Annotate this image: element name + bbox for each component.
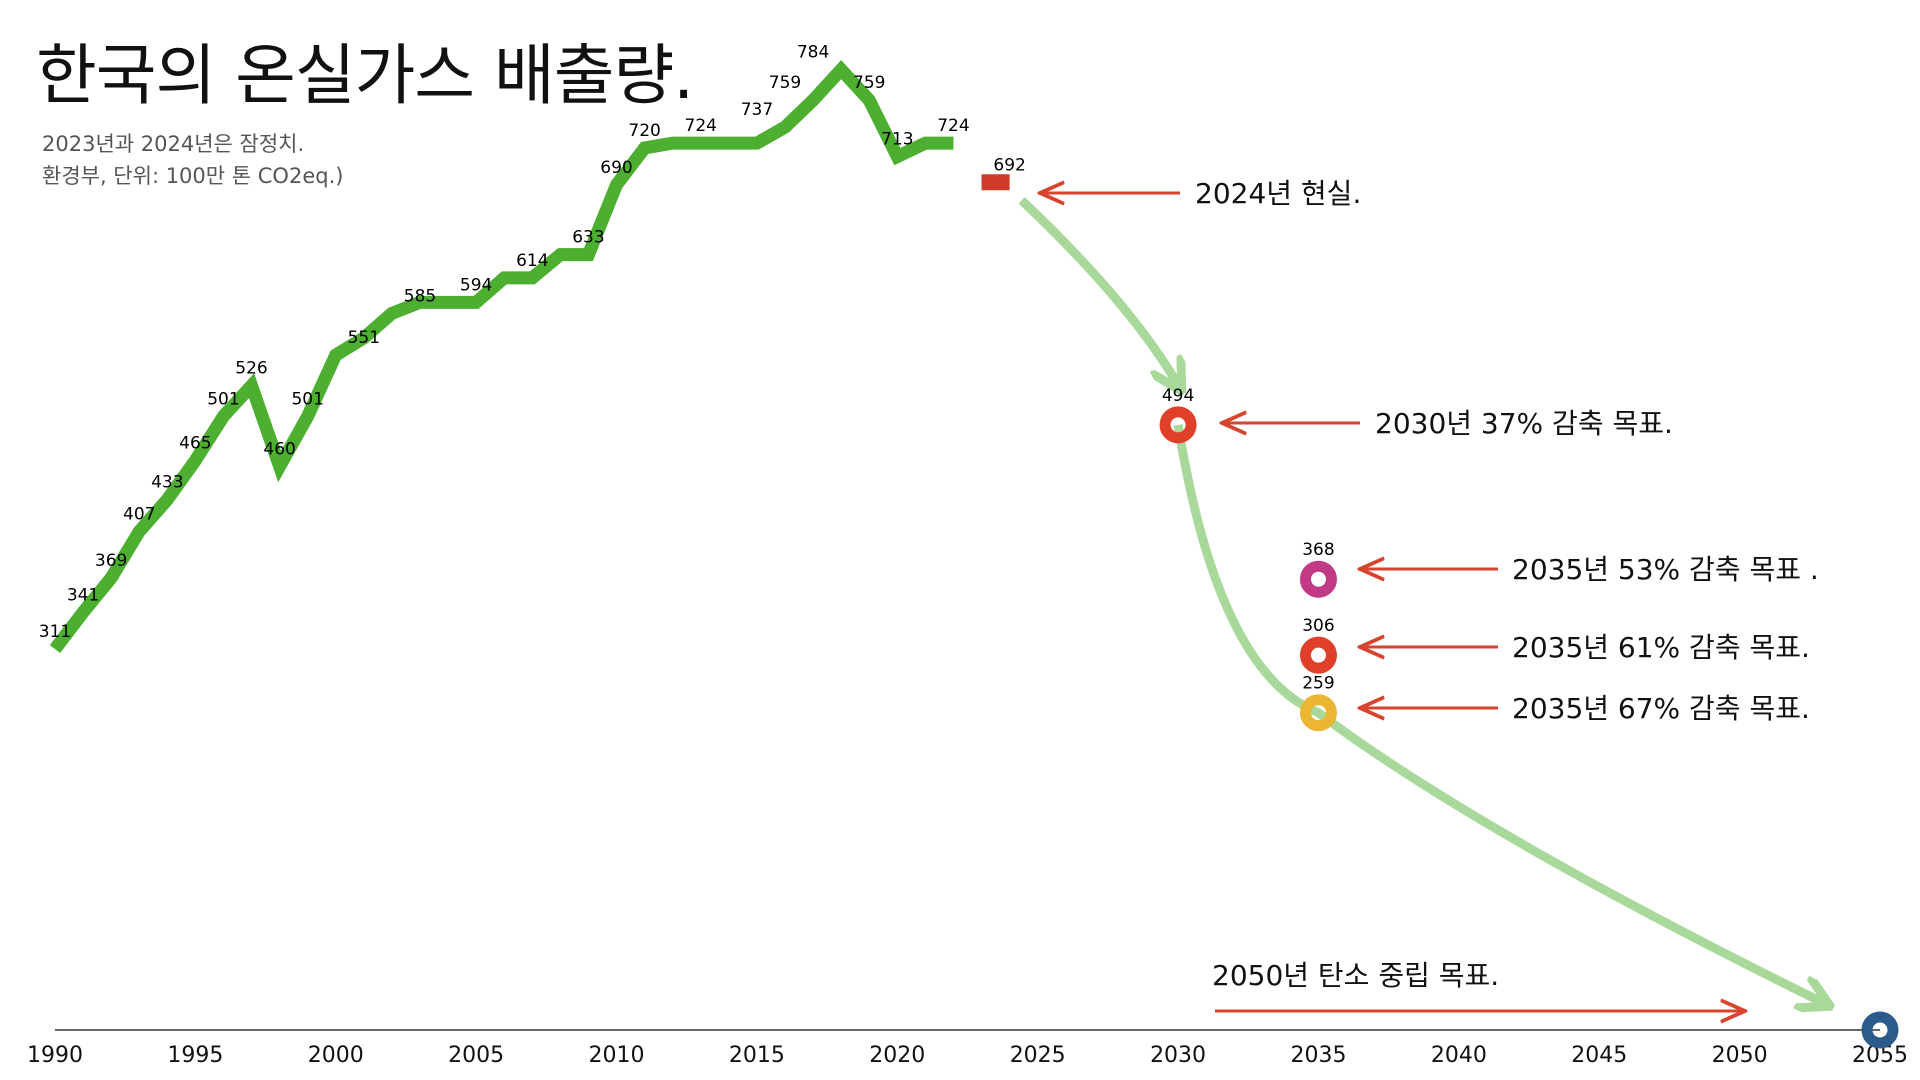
x-tick-label-2025: 2025 [1010, 1043, 1066, 1068]
target-value-label-368: 368 [1302, 540, 1334, 560]
value-label-2007: 614 [516, 251, 548, 271]
x-tick-label-2005: 2005 [448, 1043, 504, 1068]
x-tick-label-2035: 2035 [1290, 1043, 1346, 1068]
target-marker-1 [1299, 560, 1337, 598]
x-tick-label-2015: 2015 [729, 1043, 785, 1068]
target-value-label-306: 306 [1302, 616, 1334, 636]
target-value-label-259: 259 [1302, 674, 1334, 694]
subtitle-source-unit: 환경부, 단위: 100만 톤 CO2eq.) [42, 164, 344, 188]
annotation-2035-259: 2035년 67% 감축 목표. [1512, 692, 1810, 725]
target-marker-0 [1159, 406, 1197, 444]
annotation-2030-494: 2030년 37% 감축 목표. [1375, 407, 1673, 440]
annotation-2024-692: 2024년 현실. [1195, 177, 1361, 210]
value-label-1996: 501 [207, 389, 239, 409]
value-label-2015: 737 [741, 100, 773, 120]
target-value-label-494: 494 [1162, 386, 1194, 406]
target-marker-4 [1861, 1011, 1899, 1049]
emissions-history-line [49, 59, 954, 653]
value-label-2019: 759 [853, 73, 885, 93]
x-tick-label-2020: 2020 [869, 1043, 925, 1068]
value-label-1993: 407 [123, 504, 155, 524]
projection-arrow-2024-2030 [1018, 197, 1178, 385]
x-tick-label-2030: 2030 [1150, 1043, 1206, 1068]
value-label-2003: 585 [404, 286, 436, 306]
target-marker-2 [1299, 636, 1337, 674]
x-tick-label-1990: 1990 [27, 1043, 83, 1068]
value-label-1990: 311 [39, 622, 71, 642]
subtitle-provisional-note: 2023년과 2024년은 잠정치. [42, 132, 305, 156]
annotation-2035-306: 2035년 61% 감축 목표. [1512, 631, 1810, 664]
value-label-2022: 724 [937, 116, 969, 136]
projection-arrow-2030-2055 [1173, 424, 1824, 1003]
value-label-2013: 724 [685, 116, 717, 136]
value-label-1994: 433 [151, 473, 183, 493]
x-tick-label-2000: 2000 [308, 1043, 364, 1068]
value-label-2020: 713 [881, 130, 913, 150]
x-tick-label-1995: 1995 [167, 1043, 223, 1068]
value-label-2024: 692 [993, 155, 1025, 175]
value-label-2009: 633 [572, 228, 604, 248]
x-tick-label-2045: 2045 [1571, 1043, 1627, 1068]
value-label-1991: 341 [67, 585, 99, 605]
annotation-2035-368: 2035년 53% 감축 목표 . [1512, 553, 1819, 586]
x-tick-label-2010: 2010 [589, 1043, 645, 1068]
value-label-1998: 460 [263, 440, 295, 460]
value-label-1997: 526 [235, 359, 267, 379]
value-label-2016: 759 [769, 73, 801, 93]
value-label-1995: 465 [179, 433, 211, 453]
value-label-1999: 501 [291, 389, 323, 409]
target-marker-3 [1299, 694, 1337, 732]
value-label-2001: 551 [348, 328, 380, 348]
value-label-2010: 690 [600, 158, 632, 178]
value-label-1992: 369 [95, 551, 127, 571]
x-tick-label-2040: 2040 [1431, 1043, 1487, 1068]
value-label-2011: 720 [628, 121, 660, 141]
chart-title: 한국의 온실가스 배출량. [36, 37, 694, 114]
x-tick-label-2050: 2050 [1712, 1043, 1768, 1068]
value-label-2017: 784 [797, 43, 829, 63]
value-label-2005: 594 [460, 275, 492, 295]
annotation-2050-0: 2050년 탄소 중립 목표. [1212, 959, 1499, 992]
